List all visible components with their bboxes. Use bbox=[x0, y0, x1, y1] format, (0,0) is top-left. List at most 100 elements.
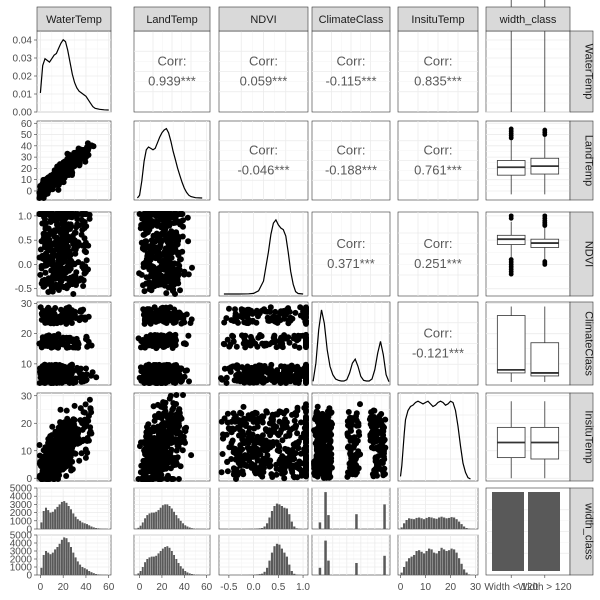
scatter-point bbox=[224, 419, 231, 426]
scatter-point bbox=[55, 261, 62, 268]
scatter-point bbox=[59, 437, 66, 444]
scatter-point bbox=[172, 279, 179, 286]
scatter-point bbox=[64, 150, 71, 157]
scatter-point bbox=[56, 169, 63, 176]
scatter-point bbox=[260, 378, 267, 385]
scatter-point bbox=[267, 364, 274, 371]
scatter-point bbox=[48, 375, 55, 382]
scatter-point bbox=[141, 246, 148, 253]
scatter-point bbox=[82, 401, 89, 408]
scatter-point bbox=[55, 186, 62, 193]
scatter-point bbox=[303, 370, 309, 377]
histogram-bar bbox=[278, 504, 281, 529]
scatter-point bbox=[283, 377, 290, 384]
histogram-bar bbox=[184, 525, 187, 529]
scatter-point bbox=[86, 215, 93, 222]
scatter-point bbox=[174, 429, 181, 435]
scatter-point bbox=[149, 436, 156, 443]
histogram-bar bbox=[137, 527, 140, 529]
scatter-point bbox=[313, 443, 320, 450]
scatter-point bbox=[277, 380, 284, 386]
scatter-point bbox=[64, 222, 71, 229]
histogram-bar bbox=[288, 514, 291, 529]
scatter-point bbox=[351, 469, 358, 476]
scatter-point bbox=[136, 374, 143, 381]
histogram-bar bbox=[81, 522, 84, 529]
histogram-bar bbox=[161, 505, 164, 529]
scatter-point bbox=[290, 425, 297, 432]
scatter-point bbox=[40, 379, 46, 386]
scatter-point bbox=[144, 257, 151, 263]
scatter-point bbox=[303, 413, 309, 420]
scatter-point bbox=[379, 460, 386, 466]
histogram-bar bbox=[383, 504, 386, 529]
scatter-point bbox=[45, 275, 52, 282]
scatter-point bbox=[52, 449, 59, 456]
scatter-point bbox=[345, 443, 352, 450]
scatter-point bbox=[281, 465, 288, 472]
scatter-point bbox=[218, 418, 225, 425]
scatter-point bbox=[231, 468, 238, 475]
histogram-bar bbox=[60, 501, 63, 529]
scatter-point bbox=[79, 155, 85, 162]
scatter-point bbox=[77, 417, 84, 424]
histogram-bar bbox=[182, 568, 184, 575]
scatter-point bbox=[172, 211, 179, 217]
histogram-bar bbox=[159, 551, 162, 575]
histogram-bar bbox=[170, 551, 173, 575]
histogram-bar bbox=[56, 547, 59, 575]
histogram-bar bbox=[45, 507, 47, 529]
scatter-point bbox=[49, 288, 56, 295]
scatter-point bbox=[269, 421, 276, 428]
scatter-point bbox=[187, 320, 194, 326]
scatter-point bbox=[63, 473, 70, 479]
scatter-point bbox=[303, 426, 309, 433]
histogram-bar bbox=[433, 518, 436, 529]
scatter-point bbox=[259, 419, 266, 426]
histogram-bar bbox=[157, 510, 160, 529]
scatter-point bbox=[160, 251, 167, 258]
scatter-point bbox=[181, 271, 188, 278]
scatter-point bbox=[303, 374, 309, 381]
scatter-point bbox=[237, 452, 244, 459]
scatter-point bbox=[146, 262, 152, 269]
histogram-bar bbox=[164, 504, 167, 529]
scatter-point bbox=[353, 422, 360, 429]
scatter-point bbox=[75, 239, 82, 246]
scatter-point bbox=[47, 314, 54, 321]
scatter-point bbox=[303, 436, 309, 443]
histogram-bar bbox=[186, 572, 189, 575]
scatter-point bbox=[183, 311, 190, 318]
scatter-point bbox=[357, 401, 363, 408]
scatter-point bbox=[273, 471, 280, 478]
scatter-point bbox=[272, 308, 279, 315]
scatter-point bbox=[242, 374, 249, 381]
histogram-bar bbox=[45, 551, 47, 575]
boxplot-outlier bbox=[508, 213, 514, 219]
scatter-point bbox=[39, 189, 46, 196]
histogram-bar bbox=[72, 513, 75, 529]
scatter-point bbox=[64, 161, 71, 168]
scatter-point bbox=[173, 447, 180, 454]
boxplot-outlier bbox=[542, 213, 548, 219]
scatter-point bbox=[57, 427, 64, 433]
histogram-bar bbox=[139, 525, 142, 529]
scatter-point bbox=[40, 374, 47, 381]
scatter-point bbox=[235, 374, 241, 381]
histogram-bar bbox=[177, 518, 180, 529]
scatter-point bbox=[93, 374, 100, 381]
scatter-point bbox=[66, 423, 73, 430]
scatter-point bbox=[61, 458, 68, 464]
scatter-point bbox=[54, 234, 60, 241]
histogram-bar bbox=[256, 528, 259, 529]
scatter-point bbox=[153, 455, 160, 462]
scatter-point bbox=[219, 451, 226, 457]
scatter-point bbox=[233, 343, 240, 350]
scatter-point bbox=[83, 365, 89, 372]
scatter-point bbox=[46, 364, 53, 371]
scatter-point bbox=[138, 368, 145, 375]
scatter-point bbox=[178, 365, 185, 372]
scatter-point bbox=[154, 366, 160, 373]
scatter-point bbox=[64, 252, 71, 258]
scatter-point bbox=[65, 448, 72, 455]
